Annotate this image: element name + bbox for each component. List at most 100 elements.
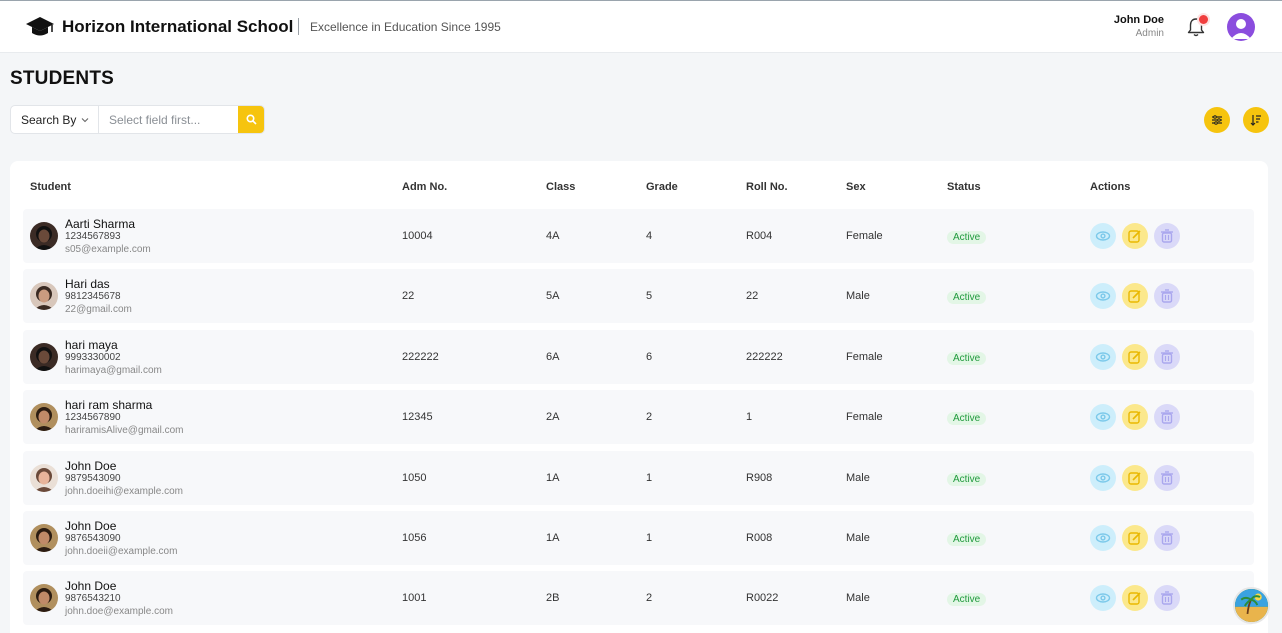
student-name: Hari das [65,277,110,291]
view-button[interactable] [1090,283,1116,309]
search-button[interactable] [238,106,264,133]
student-phone: 9876543210 [65,593,121,604]
table-row: Hari das 9812345678 22@gmail.com 22 5A 5 22 Mal… [23,269,1254,323]
search-bar: Search By [10,105,265,134]
column-header-grade: Grade [646,181,678,193]
edit-button[interactable] [1122,283,1148,309]
edit-icon [1128,411,1141,424]
view-button[interactable] [1090,525,1116,551]
delete-button[interactable] [1154,283,1180,309]
delete-button[interactable] [1154,525,1180,551]
school-tagline: Excellence in Education Since 1995 [310,20,501,34]
delete-button[interactable] [1154,585,1180,611]
roll-number: R0022 [746,592,779,604]
edit-button[interactable] [1122,344,1148,370]
sliders-icon [1212,115,1222,125]
trash-icon [1161,471,1173,485]
eye-icon [1095,412,1111,422]
sort-icon [1250,115,1261,126]
sex: Male [846,472,870,484]
eye-icon [1095,593,1111,603]
student-email: john.doeii@example.com [65,546,178,557]
view-button[interactable] [1090,344,1116,370]
school-name: Horizon International School [62,17,294,36]
roll-number: R008 [746,532,773,544]
sex: Female [846,230,883,242]
admission-number: 12345 [402,411,433,423]
student-email: john.doe@example.com [65,606,173,617]
edit-button[interactable] [1122,465,1148,491]
sort-button[interactable] [1243,107,1269,133]
status-badge: Active [947,231,987,244]
student-email: s05@example.com [65,244,151,255]
table-row: John Doe 9876543090 john.doeii@example.com… [23,511,1254,565]
student-photo [30,524,58,552]
search-input[interactable] [100,106,238,133]
edit-button[interactable] [1122,525,1148,551]
sex: Female [846,351,883,363]
grade: 2 [646,411,653,423]
table-row: hari maya 9993330002 harimaya@gmail.com 222… [23,330,1254,384]
class-name: 2B [546,592,560,604]
chevron-down-icon [81,118,89,123]
sex: Female [846,411,883,423]
top-bar: Horizon International School Excellence … [0,0,1282,53]
column-header-roll-no: Roll No. [746,181,788,193]
admission-number: 1001 [402,592,427,604]
grade: 6 [646,351,653,363]
student-photo [30,282,58,310]
trash-icon [1161,289,1173,303]
student-email: john.doeihi@example.com [65,486,183,497]
student-photo [30,584,58,612]
edit-icon [1128,230,1141,243]
student-photo [30,222,58,250]
student-email: 22@gmail.com [65,304,132,315]
student-name: John Doe [65,459,117,473]
edit-button[interactable] [1122,404,1148,430]
status-badge: Active [947,291,987,304]
user-role: Admin [1135,28,1164,39]
table-row: Aarti Sharma 1234567893 s05@example.com 100… [23,209,1254,263]
user-avatar[interactable] [1227,13,1255,41]
view-button[interactable] [1090,404,1116,430]
filter-button[interactable] [1204,107,1230,133]
column-header-class: Class [546,181,576,193]
delete-button[interactable] [1154,223,1180,249]
class-name: 5A [546,290,560,302]
view-button[interactable] [1090,223,1116,249]
student-name: John Doe [65,519,117,533]
status-badge: Active [947,352,987,365]
delete-button[interactable] [1154,465,1180,491]
admission-number: 1050 [402,472,427,484]
search-icon [246,114,257,125]
delete-button[interactable] [1154,344,1180,370]
student-phone: 1234567893 [65,231,121,242]
delete-button[interactable] [1154,404,1180,430]
sex: Male [846,532,870,544]
status-badge: Active [947,473,987,486]
student-photo [30,464,58,492]
table-row: hari ram sharma 1234567890 hariramisAlive@… [23,390,1254,444]
class-name: 1A [546,472,560,484]
admission-number: 22 [402,290,415,302]
student-photo [30,403,58,431]
edit-button[interactable] [1122,223,1148,249]
sex: Male [846,290,870,302]
eye-icon [1095,291,1111,301]
edit-button[interactable] [1122,585,1148,611]
view-button[interactable] [1090,585,1116,611]
admission-number: 222222 [402,351,439,363]
floating-help-button[interactable] [1233,587,1270,624]
view-button[interactable] [1090,465,1116,491]
edit-icon [1128,472,1141,485]
student-phone: 9993330002 [65,352,121,363]
column-header-status: Status [947,181,981,193]
student-phone: 9812345678 [65,291,121,302]
table-row: John Doe 9876543210 john.doe@example.com 10… [23,571,1254,625]
search-by-dropdown[interactable]: Search By [11,106,99,133]
edit-icon [1128,351,1141,364]
class-name: 2A [546,411,560,423]
roll-number: 222222 [746,351,783,363]
page-title: STUDENTS [10,68,114,89]
graduation-cap-icon [26,17,54,36]
